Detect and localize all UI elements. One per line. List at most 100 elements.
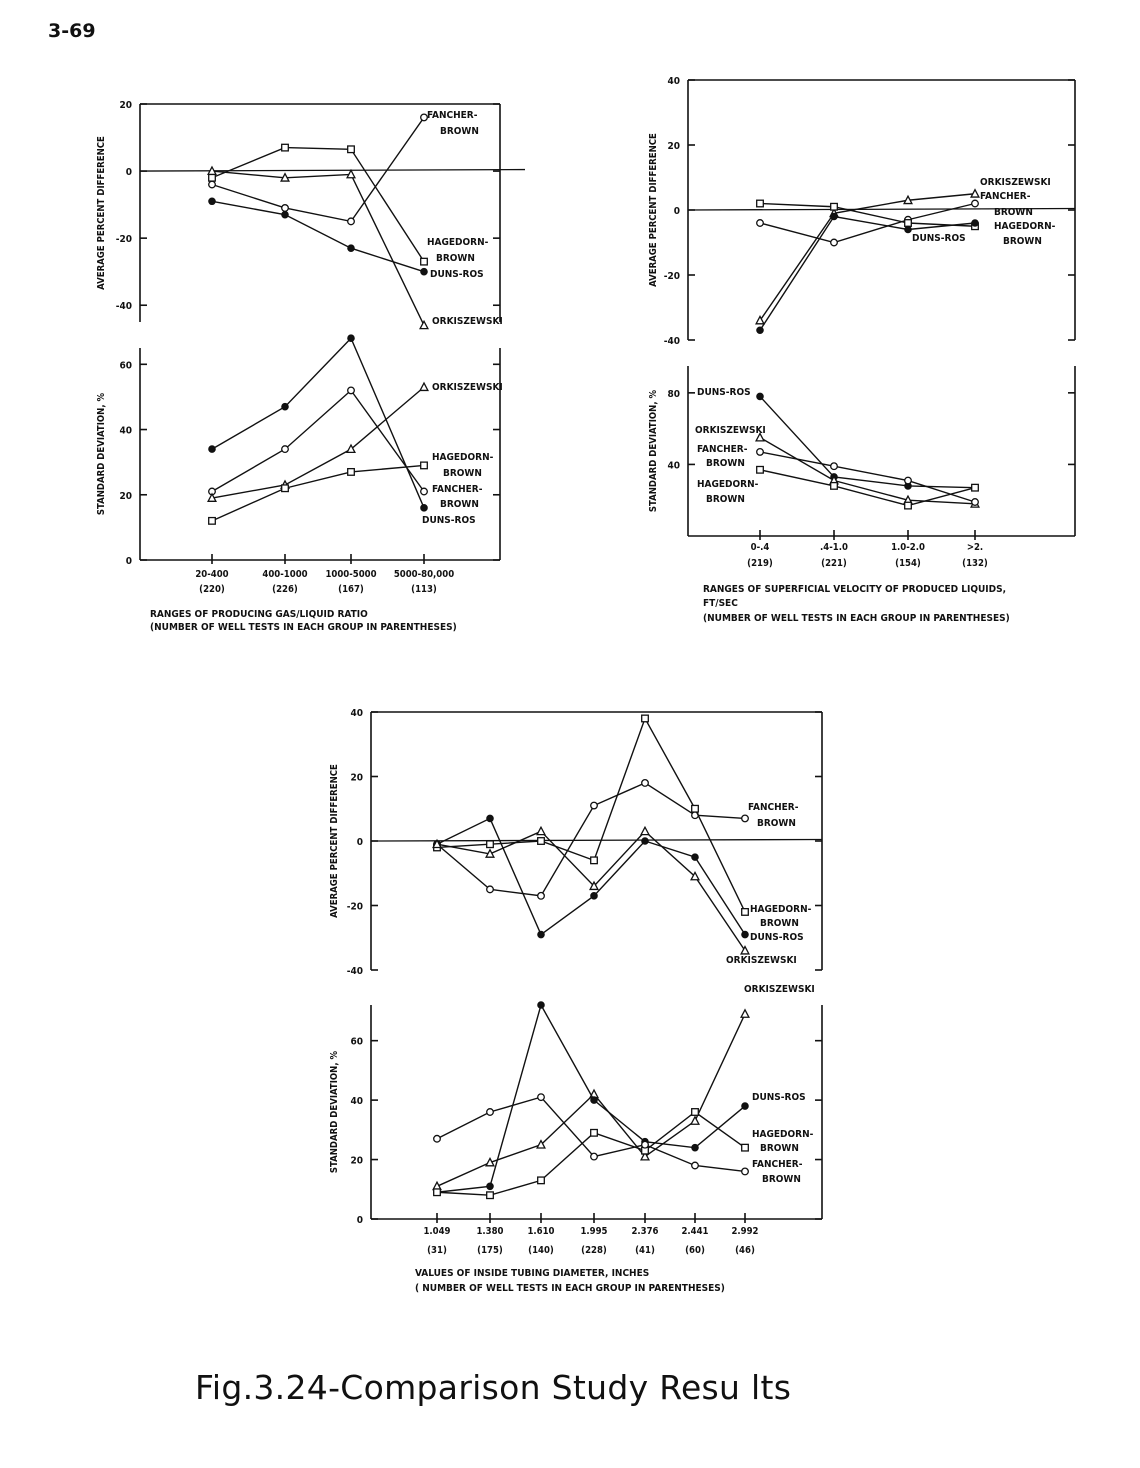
chart2-series-label-fancher-brown: FANCHER- [980, 191, 1031, 202]
chart2-bottom-ylabel: STANDARD DEVIATION, % [648, 389, 659, 512]
chart1-xlabel: (NUMBER OF WELL TESTS IN EACH GROUP IN P… [150, 622, 457, 633]
chart2-category-label: >2. [967, 542, 983, 553]
chart2-count-label: (132) [962, 558, 988, 569]
chart1-point-fancher-brown [347, 217, 355, 226]
chart3-ytick-label: 60 [350, 1037, 363, 1048]
chart3-ytick-label: -40 [347, 966, 363, 977]
chart1-line-duns-ros [211, 336, 425, 509]
chart2-point-fancher-brown [971, 199, 979, 208]
chart1-series-label-hagedorn-brown: BROWN [443, 468, 482, 479]
chart1-point-duns-ros [347, 244, 355, 253]
chart3-point-hagedorn-brown [590, 1128, 598, 1137]
chart3-point-duns-ros [741, 1102, 749, 1110]
chart2-line-duns-ros [759, 215, 976, 331]
chart1-line-orkiszewski [211, 386, 425, 499]
chart3-count-label: (175) [477, 1245, 503, 1256]
chart1-point-fancher-brown [420, 487, 428, 496]
chart1-line-fancher-brown [211, 389, 425, 493]
chart2-group: 40 20 0 -20 -40 AVERAGE PERCENT DIFFERENCE ORK… [648, 76, 1076, 624]
chart2-line-hagedorn-brown [759, 202, 976, 227]
chart2-point-hagedorn-brown [971, 483, 979, 492]
chart2-series-label-duns-ros: DUNS-ROS [697, 387, 751, 398]
chart2-ytick-label: 40 [667, 76, 680, 87]
chart2-point-duns-ros [756, 326, 764, 335]
chart1-series-fancher-brown: FANCHER- BROWN [208, 386, 483, 510]
chart1-point-duns-ros [420, 267, 428, 276]
chart2-series-duns-ros: DUNS-ROS [756, 212, 979, 335]
chart1-series-hagedorn-brown: HAGEDORN- BROWN [208, 143, 489, 266]
chart3-bottom-ylabel: STANDARD DEVIATION, % [329, 1050, 340, 1173]
chart3-point-orkiszewski [690, 870, 700, 881]
chart3-category-label: 1.610 [527, 1226, 554, 1237]
chart2-point-fancher-brown [756, 219, 764, 227]
chart3-point-duns-ros [590, 892, 598, 900]
chart1-group: 20 0 -20 -40 AVERAGE PERCENT DIFFERENCE FANCH… [96, 100, 526, 633]
chart1-series-orkiszewski: ORKISZEWSKI [207, 165, 503, 330]
chart3-category-label: 1.049 [423, 1226, 450, 1237]
chart3-top-ylabel: AVERAGE PERCENT DIFFERENCE [329, 764, 340, 918]
chart1-point-orkiszewski [346, 443, 356, 454]
chart3-series-label-fancher-brown: FANCHER- [748, 802, 799, 813]
chart3-point-fancher-brown [691, 1161, 699, 1170]
chart1-point-orkiszewski [419, 319, 429, 330]
chart3-series-label-fancher-brown: BROWN [757, 818, 796, 829]
chart2-series-label-hagedorn-brown: HAGEDORN- [697, 479, 759, 490]
chart3-point-fancher-brown [486, 1108, 494, 1116]
chart3-point-fancher-brown [537, 891, 545, 900]
chart1-line-orkiszewski [211, 170, 425, 326]
chart1-ytick-label: 60 [119, 360, 132, 371]
chart2-category-label: 1.0-2.0 [891, 542, 925, 553]
chart3-point-orkiszewski [485, 1157, 495, 1167]
chart1-ytick-label: -40 [116, 301, 132, 312]
chart1-point-hagedorn-brown [281, 484, 289, 493]
chart1-count-label: (226) [272, 584, 298, 595]
chart3-ytick-label: 20 [350, 773, 363, 784]
chart3-point-orkiszewski [432, 838, 442, 849]
chart2-series-hagedorn-brown: HAGEDORN- BROWN [697, 465, 979, 510]
chart1-series-label-hagedorn-brown: HAGEDORN- [432, 452, 494, 463]
chart1-category-label: 400-1000 [262, 569, 307, 580]
chart1-point-hagedorn-brown [281, 143, 289, 152]
chart2-point-duns-ros [830, 212, 838, 221]
chart2-point-hagedorn-brown [904, 501, 912, 510]
chart3-point-duns-ros [691, 853, 699, 861]
chart3-point-orkiszewski [640, 1151, 650, 1161]
chart1-point-duns-ros [208, 197, 216, 206]
chart1-point-orkiszewski [346, 168, 356, 179]
chart3-point-orkiszewski [536, 825, 546, 836]
chart3-series-label-hagedorn-brown: HAGEDORN- [752, 1129, 814, 1140]
chart2-top-ylabel: AVERAGE PERCENT DIFFERENCE [648, 133, 659, 287]
chart2-series-label-fancher-brown: BROWN [994, 207, 1033, 218]
chart2-point-duns-ros [971, 219, 979, 227]
chart2-line-duns-ros [759, 395, 976, 489]
chart1-point-hagedorn-brown [208, 173, 216, 182]
chart1-series-hagedorn-brown: HAGEDORN- BROWN [208, 452, 494, 525]
chart3-series-label-duns-ros: DUNS-ROS [750, 932, 804, 943]
chart2-line-orkiszewski [759, 193, 976, 321]
chart3-series-label-hagedorn-brown: BROWN [760, 1143, 799, 1154]
chart3-point-orkiszewski [740, 945, 750, 955]
chart2-series-label-fancher-brown: BROWN [706, 458, 745, 469]
chart1-point-duns-ros [347, 334, 355, 343]
chart3-category-label: 1.380 [476, 1226, 503, 1237]
chart2-series-duns-ros: DUNS-ROS [697, 387, 979, 492]
chart1-point-hagedorn-brown [347, 467, 355, 476]
chart2-point-orkiszewski [755, 315, 765, 325]
chart1-series-label-fancher-brown: FANCHER- [432, 484, 483, 495]
chart3-point-fancher-brown [590, 1152, 598, 1161]
chart2-point-orkiszewski [970, 188, 980, 198]
chart3-series-label-duns-ros: DUNS-ROS [752, 1092, 806, 1103]
chart3-point-duns-ros [537, 930, 545, 939]
chart1-series-fancher-brown: FANCHER- BROWN [208, 110, 479, 226]
chart3-ytick-label: 0 [357, 837, 363, 848]
chart3-group: 40 20 0 -20 -40 AVERAGE PERCENT DIFFERENCE FAN… [329, 708, 823, 1294]
chart2-zero-line [687, 207, 1076, 211]
chart3-point-hagedorn-brown [741, 1143, 749, 1152]
chart1-series-label-duns-ros: DUNS-ROS [422, 515, 476, 526]
chart2-count-label: (219) [747, 558, 773, 569]
chart3-series-fancher-brown: FANCHER- BROWN [433, 1093, 803, 1185]
chart2-point-hagedorn-brown [756, 465, 764, 474]
chart3-count-label: (31) [427, 1245, 447, 1256]
chart2-ytick-label: 80 [667, 389, 680, 400]
